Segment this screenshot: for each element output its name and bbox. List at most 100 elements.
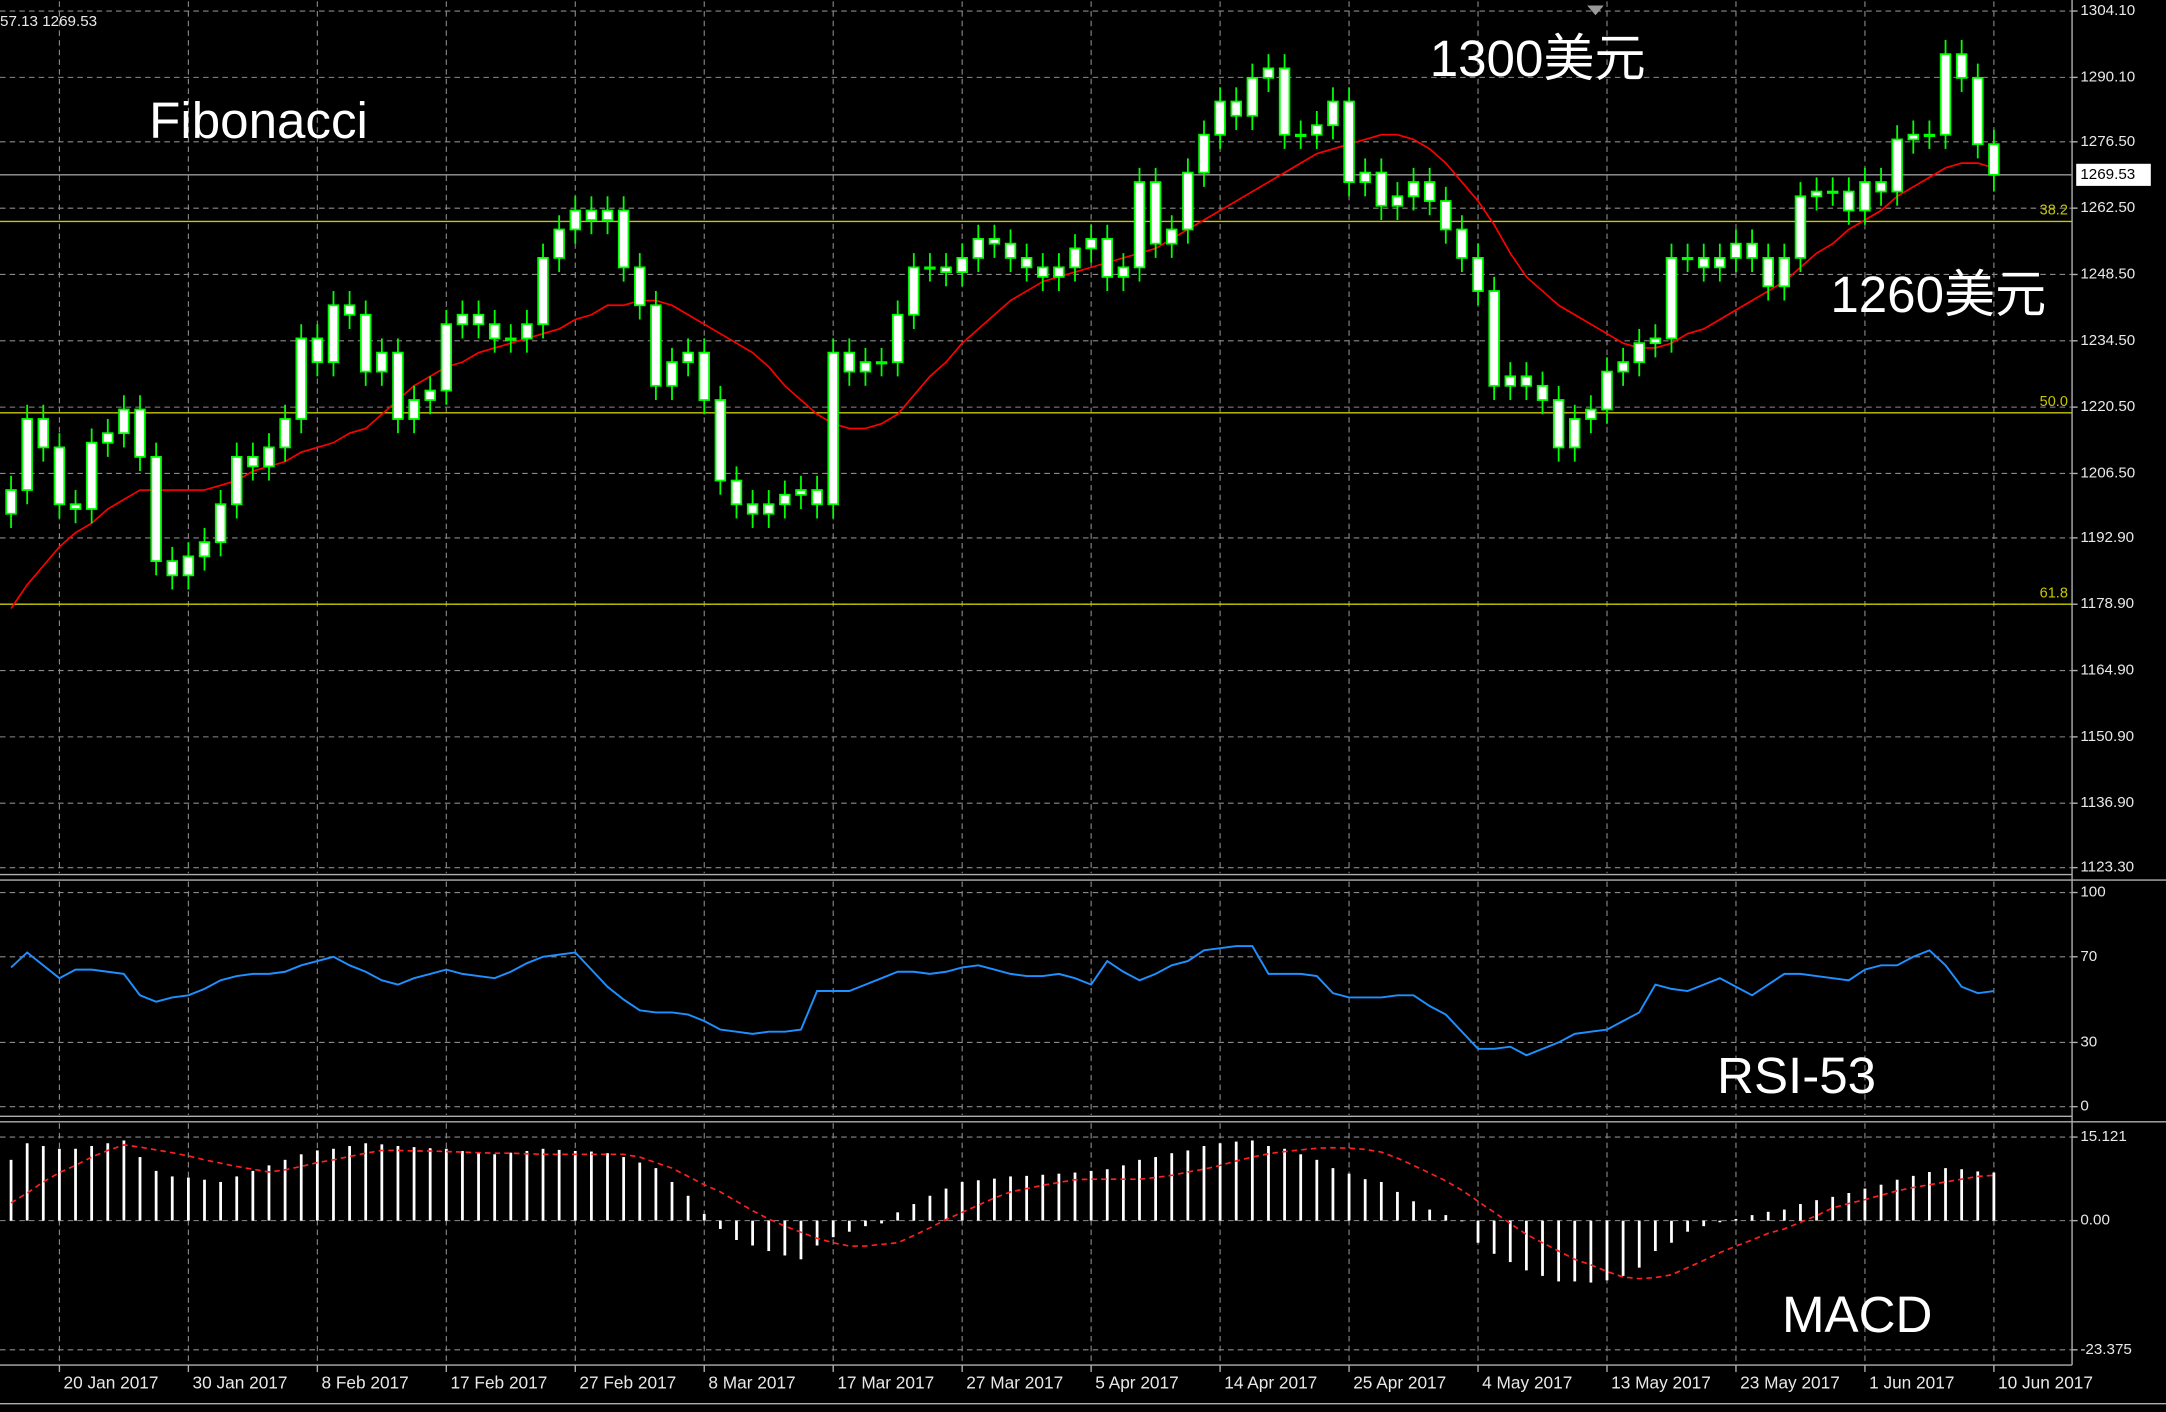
macd-bar bbox=[1009, 1176, 1012, 1221]
candle-body bbox=[1730, 242, 1742, 259]
candle-body bbox=[21, 418, 33, 491]
macd-bar bbox=[1847, 1192, 1851, 1221]
candle-body bbox=[1778, 256, 1791, 288]
y-tick-label: 0.00 bbox=[2080, 1212, 2110, 1229]
candle-body bbox=[198, 541, 211, 558]
fib-label: 50.0 bbox=[2040, 394, 2068, 410]
candle-body bbox=[1907, 133, 1920, 141]
macd-bar bbox=[138, 1157, 142, 1221]
candle-body bbox=[1133, 181, 1146, 269]
candle-body bbox=[1988, 143, 2000, 176]
x-tick-label: 30 Jan 2017 bbox=[193, 1373, 288, 1393]
candle-body bbox=[69, 503, 82, 510]
macd-bar bbox=[1041, 1174, 1045, 1221]
candle-body bbox=[37, 418, 50, 449]
candle-body bbox=[1327, 100, 1339, 127]
macd-bar bbox=[1412, 1201, 1415, 1221]
candle-body bbox=[166, 560, 178, 577]
macd-bar bbox=[1944, 1168, 1947, 1221]
candle-body bbox=[843, 351, 856, 373]
moving-average bbox=[10, 133, 1995, 609]
candle-body bbox=[634, 266, 646, 307]
macd-bar bbox=[1782, 1209, 1786, 1221]
macd-bar bbox=[896, 1212, 900, 1221]
candle-body bbox=[1794, 195, 1807, 259]
candle-body bbox=[924, 266, 936, 270]
macd-bar bbox=[41, 1146, 45, 1221]
candle-body bbox=[569, 209, 582, 231]
macd-bar bbox=[1250, 1140, 1254, 1221]
rsi-line bbox=[10, 945, 1995, 1057]
candle-body bbox=[1488, 290, 1500, 387]
candle-body bbox=[1214, 100, 1226, 136]
macd-bar bbox=[928, 1195, 932, 1221]
macd-bar bbox=[1299, 1154, 1303, 1221]
macd-bar bbox=[1911, 1175, 1915, 1221]
text-layer: 57.13 1269.53 Fibonacci 1300美元 1260美元 RS… bbox=[0, 2, 2151, 1393]
macd-bar bbox=[235, 1176, 239, 1221]
macd-bar bbox=[1170, 1153, 1174, 1221]
candle-body bbox=[988, 238, 1001, 245]
macd-bar bbox=[1799, 1204, 1802, 1221]
macd-bar bbox=[1831, 1196, 1835, 1221]
macd-bar bbox=[1621, 1220, 1625, 1276]
candle-body bbox=[875, 361, 888, 365]
y-tick-label: 1178.90 bbox=[2080, 595, 2134, 612]
candle-body bbox=[666, 361, 678, 387]
macd-bar bbox=[1315, 1159, 1319, 1221]
macd-bar bbox=[1138, 1159, 1141, 1221]
candle-body bbox=[827, 351, 839, 506]
candle-body bbox=[1923, 133, 1936, 137]
annotation: 1260美元 bbox=[1830, 266, 2046, 323]
x-tick-label: 23 May 2017 bbox=[1740, 1373, 1840, 1393]
macd-bar bbox=[154, 1170, 158, 1221]
macd-bar bbox=[122, 1140, 126, 1221]
macd-bar bbox=[912, 1204, 916, 1221]
candle-body bbox=[1939, 53, 1952, 136]
candle-body bbox=[118, 408, 130, 435]
fib-label: 61.8 bbox=[2040, 585, 2068, 601]
candle-body bbox=[762, 503, 775, 515]
macd-bar bbox=[267, 1165, 271, 1221]
candle-body bbox=[585, 209, 598, 221]
y-tick-label: 1304.10 bbox=[2080, 2, 2135, 19]
candle-body bbox=[488, 323, 501, 340]
candle-body bbox=[1569, 418, 1581, 449]
y-tick-label: 1234.50 bbox=[2080, 332, 2135, 349]
candle-body bbox=[730, 479, 743, 506]
macd-bar bbox=[606, 1153, 609, 1221]
y-tick-label: 1276.50 bbox=[2080, 133, 2135, 150]
macd-bar bbox=[1589, 1220, 1593, 1283]
candle-body bbox=[456, 313, 469, 326]
macd-bar bbox=[219, 1181, 223, 1221]
y-tick-label: 1290.10 bbox=[2080, 68, 2135, 85]
x-tick-label: 25 Apr 2017 bbox=[1353, 1373, 1446, 1393]
candle-body bbox=[1359, 171, 1371, 183]
candle-body bbox=[1843, 190, 1855, 212]
macd-bar bbox=[638, 1162, 642, 1221]
macd-bar bbox=[1121, 1165, 1125, 1221]
candle-body bbox=[779, 493, 791, 506]
candle-body bbox=[5, 489, 17, 515]
candle-body bbox=[908, 266, 920, 316]
candle-body bbox=[1649, 337, 1662, 345]
macd-bar bbox=[1154, 1157, 1158, 1221]
candle-body bbox=[1101, 238, 1113, 278]
annotation: RSI-53 bbox=[1717, 1047, 1876, 1104]
macd-bar bbox=[396, 1146, 400, 1221]
macd-bar bbox=[1928, 1171, 1931, 1221]
candle-body bbox=[1972, 76, 1984, 146]
macd-bar bbox=[58, 1148, 61, 1221]
candle-body bbox=[1456, 228, 1468, 259]
macd-bar bbox=[1686, 1220, 1689, 1232]
candle-body bbox=[472, 313, 485, 326]
y-tick-label: 1136.90 bbox=[2080, 794, 2134, 811]
macd-bar bbox=[25, 1143, 29, 1221]
candle-body bbox=[1585, 408, 1597, 420]
x-tick-label: 14 Apr 2017 bbox=[1224, 1373, 1317, 1393]
macd-bar bbox=[1508, 1220, 1512, 1263]
macd-bar bbox=[1541, 1220, 1544, 1276]
candle-body bbox=[505, 337, 517, 341]
macd-bar bbox=[251, 1170, 255, 1221]
